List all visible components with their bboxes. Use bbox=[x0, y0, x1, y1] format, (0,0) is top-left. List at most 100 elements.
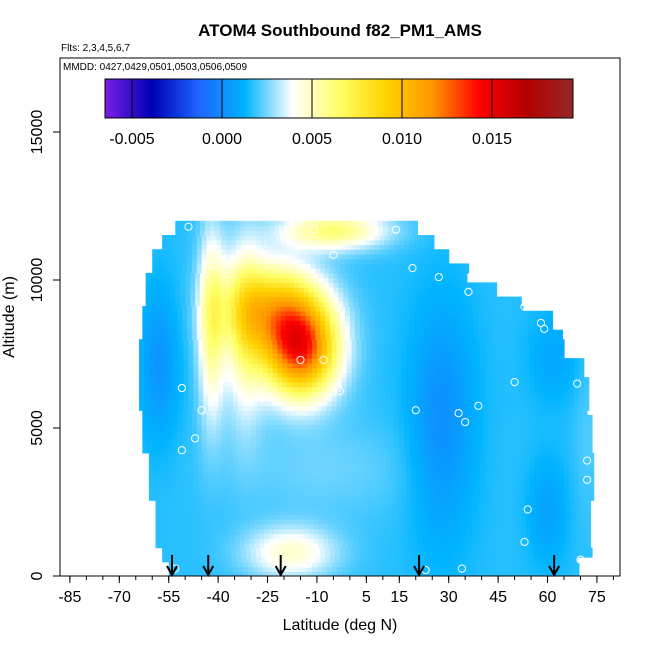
heatmap-cell bbox=[270, 443, 277, 449]
heatmap-cell bbox=[224, 514, 231, 520]
heatmap-cell bbox=[414, 433, 420, 440]
heatmap-cell bbox=[466, 523, 473, 530]
heatmap-cell bbox=[267, 386, 274, 392]
heatmap-cell bbox=[361, 467, 367, 473]
heatmap-cell bbox=[148, 457, 155, 463]
heatmap-cell bbox=[371, 348, 377, 355]
heatmap-cell bbox=[374, 410, 381, 416]
heatmap-cell bbox=[231, 448, 237, 454]
heatmap-cell bbox=[493, 414, 499, 421]
heatmap-cell bbox=[315, 443, 321, 449]
heatmap-cell bbox=[488, 438, 494, 444]
heatmap-cell bbox=[534, 481, 540, 487]
heatmap-cell bbox=[435, 372, 442, 378]
heatmap-cell bbox=[147, 429, 153, 435]
heatmap-cell bbox=[292, 372, 298, 378]
heatmap-cell bbox=[578, 486, 585, 492]
heatmap-cell bbox=[262, 339, 269, 345]
heatmap-cell bbox=[453, 547, 460, 553]
heatmap-cell bbox=[578, 400, 585, 407]
heatmap-cell bbox=[228, 476, 234, 482]
heatmap-cell bbox=[430, 348, 437, 355]
heatmap-cell bbox=[473, 329, 479, 336]
heatmap-cell bbox=[242, 462, 249, 468]
heatmap-cell bbox=[259, 509, 265, 516]
heatmap-cell bbox=[519, 462, 526, 468]
heatmap-cell bbox=[356, 566, 363, 572]
heatmap-cell bbox=[270, 306, 277, 312]
heatmap-cell bbox=[549, 490, 555, 497]
heatmap-cell bbox=[400, 405, 407, 411]
heatmap-cell bbox=[257, 457, 264, 463]
heatmap-cell bbox=[516, 514, 522, 520]
heatmap-cell bbox=[282, 571, 288, 576]
heatmap-cell bbox=[313, 509, 320, 516]
heatmap-cell bbox=[188, 339, 195, 345]
heatmap-cell bbox=[196, 419, 203, 426]
heatmap-cell bbox=[539, 362, 545, 369]
heatmap-cell bbox=[321, 400, 328, 407]
heatmap-cell bbox=[420, 471, 427, 478]
heatmap-cell bbox=[188, 452, 195, 459]
heatmap-cell bbox=[534, 571, 540, 576]
heatmap-cell bbox=[298, 519, 305, 525]
heatmap-cell bbox=[307, 495, 313, 501]
heatmap-cell bbox=[372, 528, 379, 534]
heatmap-cell bbox=[316, 571, 323, 576]
heatmap-cell bbox=[442, 538, 448, 544]
heatmap-cell bbox=[404, 320, 410, 326]
heatmap-cell bbox=[369, 414, 376, 421]
heatmap-cell bbox=[236, 306, 242, 312]
heatmap-cell bbox=[158, 481, 165, 487]
heatmap-cell bbox=[410, 471, 417, 478]
heatmap-cell bbox=[392, 509, 399, 516]
heatmap-cell bbox=[224, 519, 231, 525]
heatmap-cell bbox=[554, 495, 560, 501]
heatmap-cell bbox=[435, 467, 442, 473]
heatmap-cell bbox=[180, 528, 186, 534]
heatmap-cell bbox=[568, 495, 575, 501]
heatmap-cell bbox=[148, 405, 155, 411]
heatmap-cell bbox=[168, 339, 175, 345]
heatmap-cell bbox=[142, 438, 148, 444]
heatmap-cell bbox=[568, 396, 575, 402]
heatmap-cell bbox=[475, 396, 481, 402]
heatmap-cell bbox=[381, 471, 387, 478]
heatmap-cell bbox=[368, 509, 374, 516]
heatmap-cell bbox=[218, 396, 224, 402]
heatmap-cell bbox=[340, 552, 346, 558]
heatmap-cell bbox=[402, 523, 409, 530]
heatmap-cell bbox=[504, 358, 511, 364]
heatmap-cell bbox=[445, 343, 451, 350]
heatmap-cell bbox=[491, 528, 498, 534]
heatmap-cell bbox=[384, 320, 391, 326]
heatmap-cell bbox=[282, 467, 288, 473]
heatmap-cell bbox=[326, 353, 333, 359]
heatmap-cell bbox=[305, 410, 311, 416]
heatmap-cell bbox=[420, 343, 427, 350]
heatmap-cell bbox=[186, 557, 193, 563]
heatmap-cell bbox=[148, 452, 155, 459]
heatmap-cell bbox=[331, 405, 338, 411]
heatmap-cell bbox=[573, 471, 580, 478]
heatmap-cell bbox=[206, 315, 213, 321]
heatmap-cell bbox=[557, 424, 563, 430]
heatmap-cell bbox=[376, 400, 382, 407]
heatmap-cell bbox=[336, 471, 343, 478]
heatmap-cell bbox=[152, 315, 158, 321]
heatmap-cell bbox=[465, 452, 471, 459]
heatmap-cell bbox=[229, 538, 236, 544]
heatmap-cell bbox=[279, 533, 285, 539]
heatmap-cell bbox=[252, 367, 259, 373]
heatmap-cell bbox=[475, 339, 481, 345]
heatmap-cell bbox=[315, 424, 321, 430]
heatmap-cell bbox=[550, 538, 557, 544]
heatmap-cell bbox=[308, 542, 315, 549]
heatmap-cell bbox=[209, 500, 216, 506]
heatmap-cell bbox=[270, 424, 277, 430]
heatmap-cell bbox=[424, 410, 430, 416]
heatmap-cell bbox=[577, 414, 583, 421]
heatmap-cell bbox=[264, 542, 270, 549]
heatmap-cell bbox=[262, 471, 269, 478]
heatmap-cell bbox=[387, 538, 394, 544]
